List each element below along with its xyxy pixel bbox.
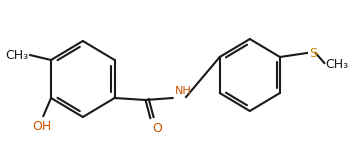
Text: CH₃: CH₃ [325,57,348,71]
Text: S: S [309,46,317,60]
Text: NH: NH [175,86,191,96]
Text: CH₃: CH₃ [5,49,28,61]
Text: OH: OH [32,120,51,133]
Text: O: O [152,122,162,135]
